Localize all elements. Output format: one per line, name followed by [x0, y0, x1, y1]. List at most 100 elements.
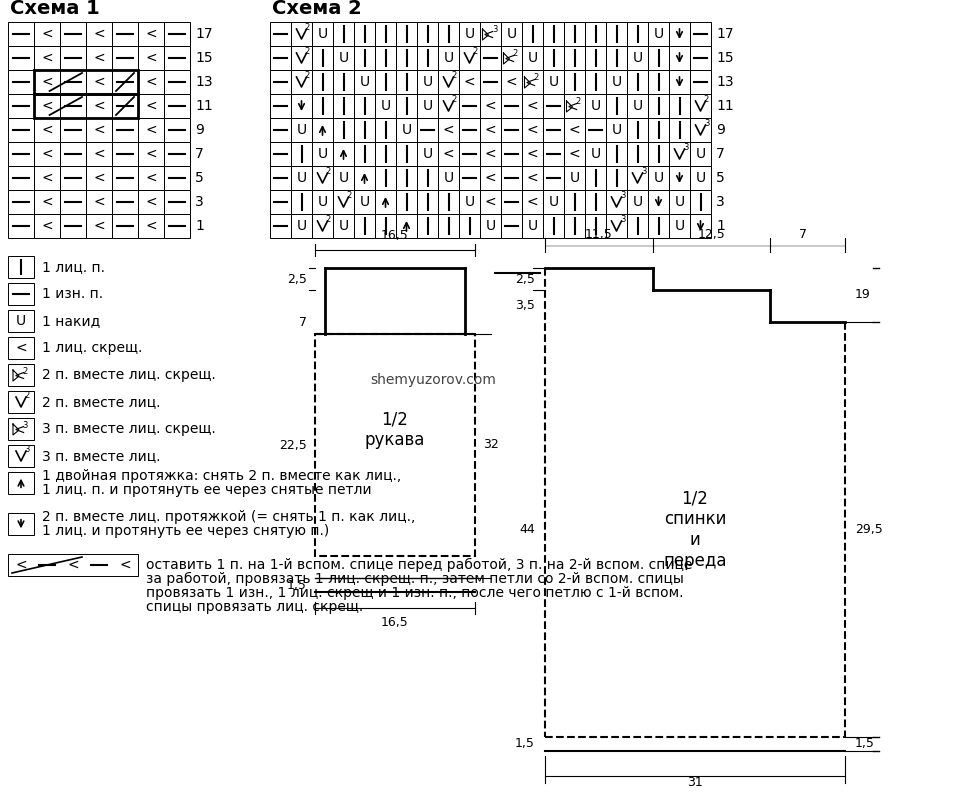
- Text: <: <: [41, 219, 53, 233]
- Bar: [34, 190, 60, 214]
- Bar: [291, 70, 312, 94]
- Text: <: <: [527, 123, 539, 137]
- Bar: [34, 70, 60, 94]
- Bar: [112, 118, 138, 142]
- Text: 3: 3: [24, 445, 30, 454]
- Bar: [86, 46, 112, 70]
- Bar: [270, 142, 291, 166]
- Bar: [8, 513, 34, 535]
- Bar: [138, 70, 164, 94]
- Text: <: <: [13, 423, 25, 437]
- Text: <: <: [527, 195, 539, 209]
- Bar: [312, 70, 333, 94]
- Bar: [648, 22, 669, 46]
- Bar: [627, 70, 648, 94]
- Bar: [315, 334, 475, 556]
- Bar: [438, 142, 459, 166]
- Bar: [417, 166, 438, 190]
- Bar: [34, 118, 60, 142]
- Bar: [60, 118, 86, 142]
- Bar: [270, 118, 291, 142]
- Text: 2 п. вместе лиц. протяжкой (= снять 1 п. как лиц.,: 2 п. вместе лиц. протяжкой (= снять 1 п.…: [42, 510, 416, 524]
- Bar: [86, 190, 112, 214]
- Text: <: <: [485, 123, 496, 137]
- Text: U: U: [422, 75, 433, 89]
- Bar: [459, 118, 480, 142]
- Bar: [34, 166, 60, 190]
- Bar: [270, 190, 291, 214]
- Bar: [480, 142, 501, 166]
- Bar: [690, 142, 711, 166]
- Text: U: U: [380, 99, 391, 113]
- Bar: [543, 70, 564, 94]
- Text: 1/2
рукава: 1/2 рукава: [365, 411, 425, 449]
- Text: U: U: [654, 27, 663, 41]
- Text: 2: 2: [452, 71, 457, 80]
- Bar: [459, 142, 480, 166]
- Bar: [501, 94, 522, 118]
- Bar: [375, 142, 396, 166]
- Bar: [417, 214, 438, 238]
- Text: 19: 19: [855, 288, 871, 301]
- Bar: [112, 94, 138, 118]
- Bar: [669, 70, 690, 94]
- Text: <: <: [504, 52, 516, 66]
- Text: 2 п. вместе лиц. скрещ.: 2 п. вместе лиц. скрещ.: [42, 368, 216, 382]
- Text: <: <: [145, 51, 156, 65]
- Text: 3 п. вместе лиц. скрещ.: 3 п. вместе лиц. скрещ.: [42, 422, 216, 436]
- Bar: [522, 46, 543, 70]
- Text: U: U: [422, 99, 433, 113]
- Bar: [690, 22, 711, 46]
- Text: U: U: [297, 171, 306, 185]
- Bar: [164, 22, 190, 46]
- Bar: [312, 22, 333, 46]
- Bar: [627, 166, 648, 190]
- Bar: [291, 118, 312, 142]
- Bar: [669, 22, 690, 46]
- Text: <: <: [15, 558, 27, 572]
- Text: U: U: [486, 219, 495, 233]
- Bar: [396, 166, 417, 190]
- Text: <: <: [67, 558, 79, 572]
- Bar: [627, 94, 648, 118]
- Bar: [396, 190, 417, 214]
- Text: 1 лиц. и протянуть ее через снятую п.): 1 лиц. и протянуть ее через снятую п.): [42, 524, 329, 538]
- Text: 2,5: 2,5: [516, 272, 535, 285]
- Bar: [270, 22, 291, 46]
- Bar: [606, 70, 627, 94]
- Bar: [270, 166, 291, 190]
- Bar: [8, 283, 34, 305]
- Bar: [417, 46, 438, 70]
- Bar: [585, 118, 606, 142]
- Bar: [648, 70, 669, 94]
- Text: U: U: [612, 123, 621, 137]
- Text: 2: 2: [325, 215, 331, 224]
- Text: U: U: [359, 75, 370, 89]
- Text: <: <: [93, 147, 105, 161]
- Bar: [333, 118, 354, 142]
- Text: <: <: [41, 99, 53, 113]
- Text: 15: 15: [716, 51, 733, 65]
- Bar: [291, 22, 312, 46]
- Text: 11,5: 11,5: [586, 228, 612, 241]
- Text: U: U: [16, 314, 26, 328]
- Text: 7: 7: [799, 228, 806, 241]
- Text: U: U: [569, 171, 580, 185]
- Bar: [34, 142, 60, 166]
- Bar: [8, 445, 34, 467]
- Text: U: U: [612, 75, 621, 89]
- Text: 3,5: 3,5: [516, 300, 535, 312]
- Text: U: U: [339, 51, 348, 65]
- Text: за работой, провязать 1 лиц. скрещ. п., затем петли со 2-й вспом. спицы: за работой, провязать 1 лиц. скрещ. п., …: [146, 572, 684, 586]
- Bar: [690, 70, 711, 94]
- Bar: [112, 22, 138, 46]
- Bar: [396, 22, 417, 46]
- Bar: [60, 142, 86, 166]
- Text: <: <: [145, 171, 156, 185]
- Bar: [690, 46, 711, 70]
- Bar: [112, 190, 138, 214]
- Bar: [8, 94, 34, 118]
- Bar: [501, 142, 522, 166]
- Bar: [564, 70, 585, 94]
- Text: <: <: [93, 27, 105, 41]
